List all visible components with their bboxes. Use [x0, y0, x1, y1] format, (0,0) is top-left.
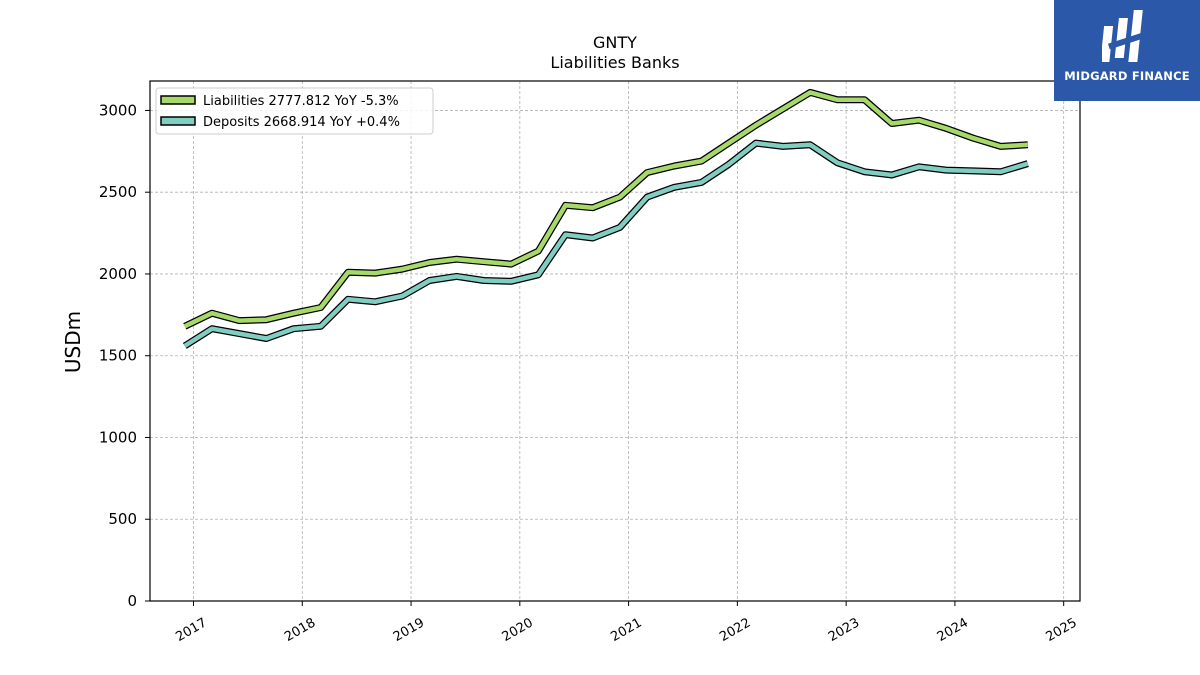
- x-tick-label: 2022: [717, 615, 753, 645]
- legend: Liabilities 2777.812 YoY -5.3% Deposits 2…: [155, 87, 434, 135]
- x-tick-label: 2021: [608, 615, 644, 645]
- x-tick-label: 2019: [391, 615, 427, 645]
- logo-wordmark: MIDGARD FINANCE: [1064, 69, 1190, 83]
- chart-subtitle: Liabilities Banks: [550, 53, 679, 72]
- x-tick-label: 2024: [935, 615, 971, 645]
- grid-lines: [150, 81, 1080, 602]
- y-tick-label: 2000: [99, 265, 137, 283]
- chart-title: GNTY: [593, 33, 637, 52]
- y-tick-label: 2500: [99, 183, 137, 201]
- y-axis-label: USDm: [61, 311, 85, 373]
- series-layer: [182, 88, 1029, 349]
- x-tick-label: 2018: [282, 615, 318, 645]
- y-tick-label: 0: [127, 592, 137, 610]
- legend-box: [155, 87, 434, 135]
- legend-swatch: [160, 95, 196, 105]
- logo-mark-icon: [1102, 10, 1145, 62]
- legend-label: Liabilities 2777.812 YoY -5.3%: [203, 94, 399, 109]
- legend-label: Deposits 2668.914 YoY +0.4%: [203, 115, 400, 130]
- plot-frame: [149, 80, 1081, 602]
- y-tick-label: 500: [108, 510, 137, 528]
- axis-ticks: 0 500 1000 1500 2000 2500 3000 2017 2018 2019 2020…: [99, 101, 1080, 645]
- x-tick-label: 2017: [173, 615, 209, 645]
- y-tick-label: 1500: [99, 347, 137, 365]
- series-line-deposits: [183, 140, 1029, 348]
- y-tick-label: 3000: [99, 101, 137, 119]
- x-tick-label: 2023: [826, 615, 862, 645]
- x-tick-label: 2020: [500, 615, 536, 645]
- y-tick-label: 1000: [99, 428, 137, 446]
- x-tick-label: 2025: [1044, 615, 1080, 645]
- series-line-liabilities: [183, 90, 1028, 329]
- brand-logo: MIDGARD FINANCE: [1054, 0, 1200, 101]
- legend-swatch: [160, 116, 196, 126]
